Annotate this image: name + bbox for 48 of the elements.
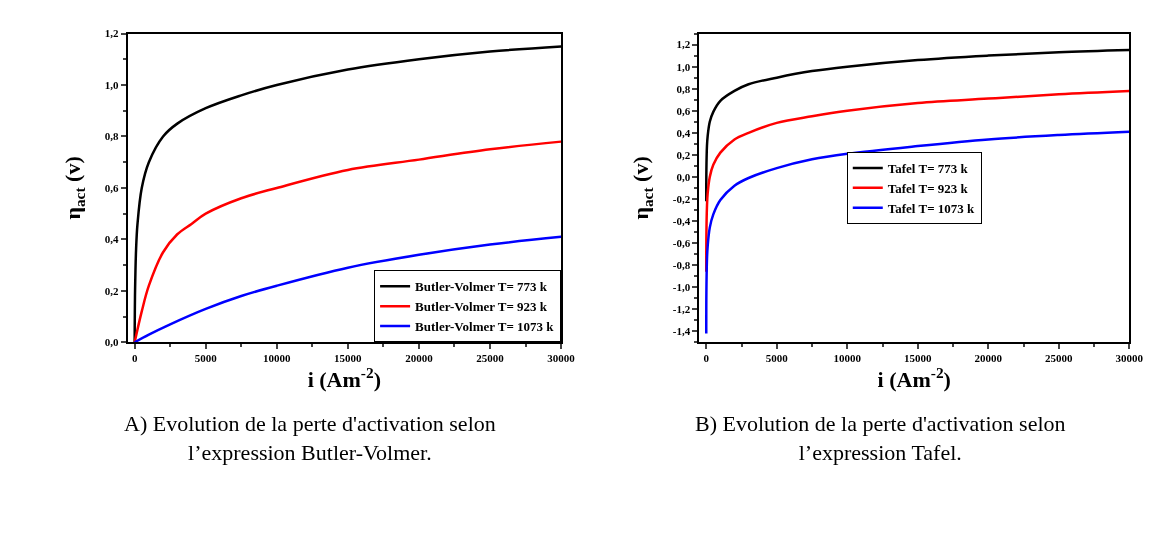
- x-tick-label: 20000: [974, 352, 1003, 365]
- x-tick-label: 10000: [833, 352, 862, 365]
- text: A) Evolution de la perte d'activation selon l’expression Butler-Volmer.: [124, 411, 496, 465]
- x-tick-label: 15000: [334, 352, 363, 365]
- y-tick-label: 0,6: [104, 181, 120, 194]
- legend-label: Tafel T= 923 k: [887, 180, 969, 196]
- legend-label: Tafel T= 773 k: [887, 160, 969, 176]
- y-tick-label: 0,8: [104, 130, 120, 143]
- x-tick-label: 5000: [765, 352, 789, 365]
- legend-label: Tafel T= 1073 k: [887, 200, 976, 216]
- y-tick-label: 1,2: [676, 38, 691, 51]
- y-tick-label: 1,2: [104, 27, 120, 40]
- x-axis-title: i (Am$^{-2}$): [877, 364, 951, 393]
- x-tick-label: 10000: [263, 352, 292, 365]
- legend-label: Butler-Volmer T= 923 k: [415, 299, 548, 315]
- y-tick-label: 0,2: [104, 284, 120, 297]
- y-tick-label: -0,4: [672, 214, 691, 227]
- y-tick-label: -1,4: [672, 325, 691, 338]
- x-tick-label: 20000: [405, 352, 434, 365]
- y-tick-label: 1,0: [104, 78, 120, 91]
- y-tick-label: 1,0: [676, 60, 691, 73]
- y-tick-label: -0,6: [672, 236, 691, 249]
- x-tick-label: 30000: [547, 352, 576, 365]
- x-tick-label: 25000: [1045, 352, 1074, 365]
- line-series: [133, 140, 562, 343]
- y-tick-label: 0,4: [676, 126, 691, 139]
- y-tick-label: 0,0: [676, 170, 691, 183]
- line-series: [705, 130, 1130, 335]
- x-tick-label: 0: [703, 352, 710, 365]
- y-tick-label: 0,4: [104, 233, 120, 246]
- y-tick-label: -1,2: [672, 303, 691, 316]
- y-tick-label: 0,8: [676, 82, 691, 95]
- y-tick-label: 0,0: [104, 336, 120, 349]
- x-axis-title: i (Am$^{-2}$): [307, 364, 381, 393]
- y-tick-label: 0,6: [676, 104, 691, 117]
- y-tick-label: -0,8: [672, 258, 691, 271]
- y-tick-label: 0,2: [676, 148, 691, 161]
- y-tick-label: -0,2: [672, 192, 691, 205]
- x-tick-label: 30000: [1115, 352, 1144, 365]
- x-tick-label: 25000: [476, 352, 505, 365]
- y-tick-label: -1,0: [672, 281, 691, 294]
- legend-label: Butler-Volmer T= 1073 k: [415, 319, 555, 335]
- x-tick-label: 5000: [194, 352, 218, 365]
- line-series: [133, 235, 562, 343]
- x-tick-label: 0: [131, 352, 138, 365]
- legend-label: Butler-Volmer T= 773 k: [415, 279, 548, 295]
- x-tick-label: 15000: [904, 352, 933, 365]
- text: B) Evolution de la perte d'activation selon l’expression Tafel.: [695, 411, 1066, 465]
